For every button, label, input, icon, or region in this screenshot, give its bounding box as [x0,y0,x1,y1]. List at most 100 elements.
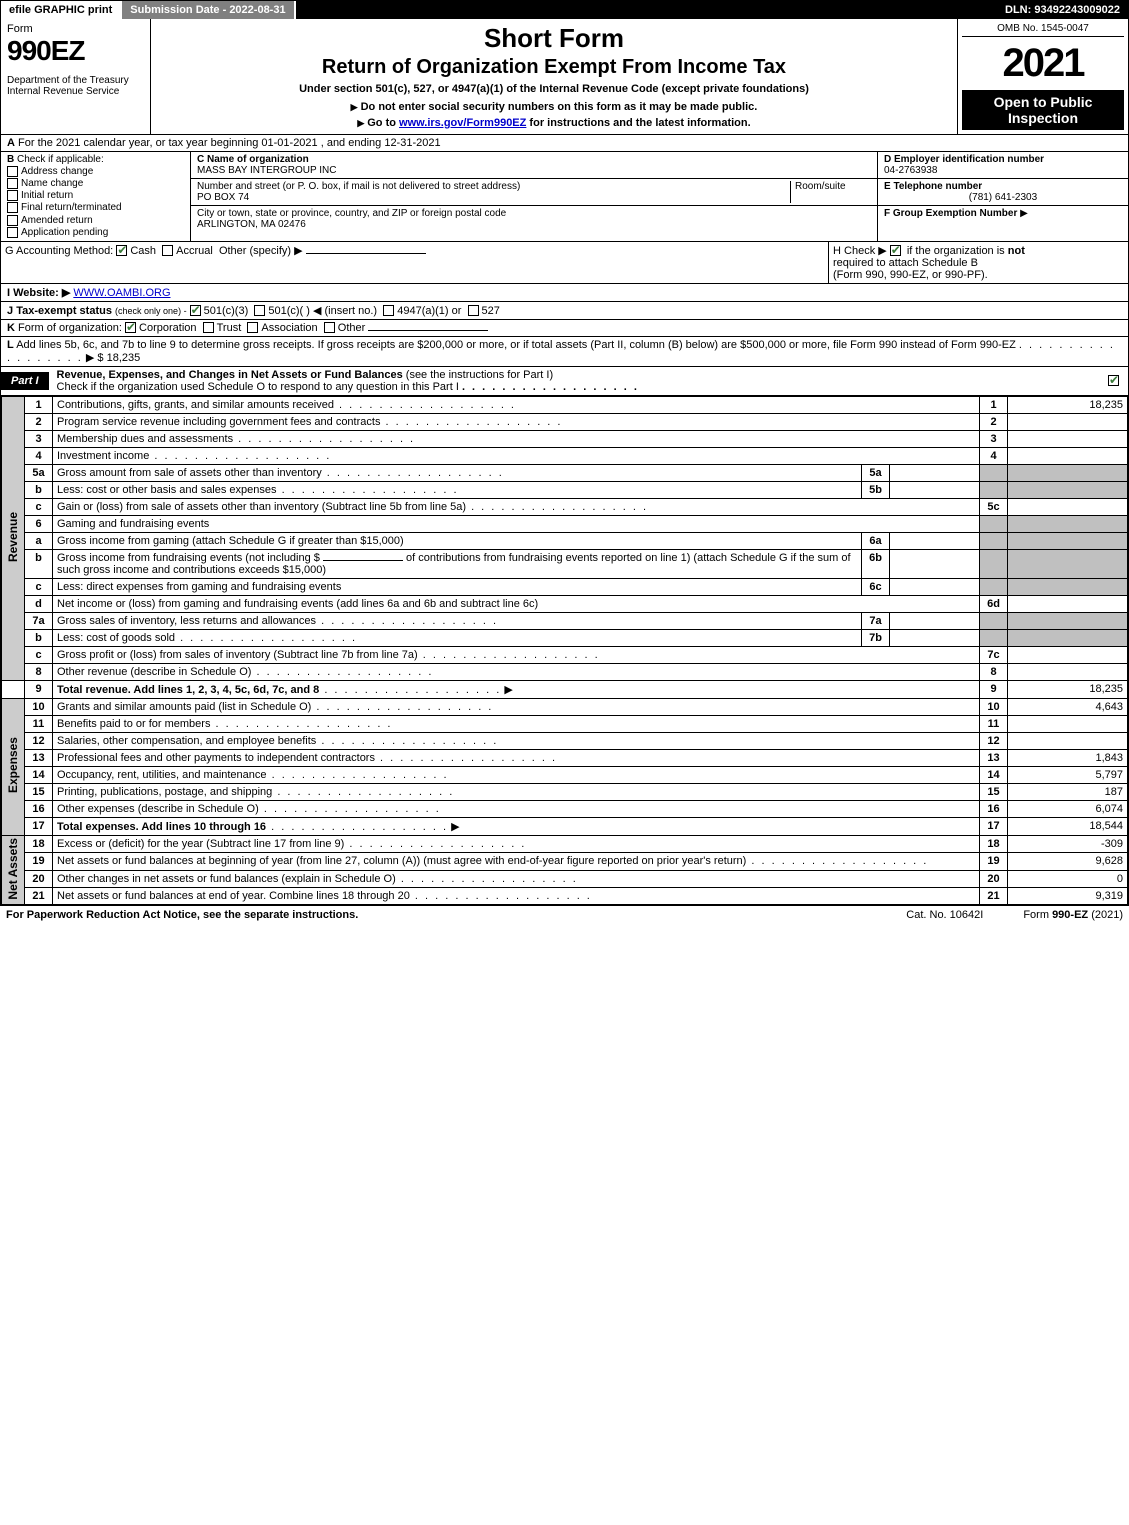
line-6a-inset-col: 6a [862,532,890,549]
goto-pre: Go to [357,117,399,129]
line-3-amt [1008,430,1128,447]
row-10: Expenses 10 Grants and similar amounts p… [2,698,1128,715]
part1-title-text: Revenue, Expenses, and Changes in Net As… [57,369,403,381]
line-6d-amt [1008,595,1128,612]
org-street: PO BOX 74 [197,192,249,203]
irs-link[interactable]: www.irs.gov/Form990EZ [399,117,526,129]
lines-table: Revenue 1 Contributions, gifts, grants, … [1,396,1128,906]
line-8-num: 8 [25,663,53,680]
section-i: I Website: ▶ WWW.OAMBI.ORG [1,284,1128,302]
line-19-amt: 9,628 [1008,853,1128,870]
line-20-amt: 0 [1008,870,1128,887]
section-d-label: D Employer identification number [884,154,1044,165]
chk-4947[interactable] [383,305,394,316]
chk-cash[interactable] [116,245,127,256]
form-container: efile GRAPHIC print Submission Date - 20… [0,0,1129,906]
line-4-amt [1008,447,1128,464]
line-5b-inset-col: 5b [862,481,890,498]
line-2-num: 2 [25,413,53,430]
row-13: 13 Professional fees and other payments … [2,749,1128,766]
section-i-label: Website: ▶ [13,287,70,299]
website-link[interactable]: WWW.OAMBI.ORG [73,287,170,299]
line-7a-col-shaded [980,612,1008,629]
form-number: 990EZ [7,35,144,67]
chk-amended-return[interactable]: Amended return [7,215,184,226]
chk-trust-label: Trust [217,322,242,334]
section-l: L Add lines 5b, 6c, and 7b to line 9 to … [1,337,1128,367]
line-5a-amt-shaded [1008,464,1128,481]
line-11-desc: Benefits paid to or for members [53,715,980,732]
line-11-amt [1008,715,1128,732]
chk-501c3[interactable] [190,305,201,316]
chk-initial-return[interactable]: Initial return [7,190,184,201]
section-j-label: Tax-exempt status [16,305,112,317]
dept-irs: Internal Revenue Service [7,86,144,97]
chk-address-change[interactable]: Address change [7,166,184,177]
section-j-sub: (check only one) - [115,306,187,316]
line-12-col: 12 [980,732,1008,749]
section-l-arrow: ▶ $ [86,352,104,364]
line-5b-desc: Less: cost or other basis and sales expe… [53,481,862,498]
header-center: Short Form Return of Organization Exempt… [151,19,958,134]
chk-schedule-o-part1[interactable] [1108,375,1119,386]
dept-treasury: Department of the Treasury [7,75,144,86]
line-15-num: 15 [25,783,53,800]
ein-value: 04-2763938 [884,165,937,176]
efile-print-tab[interactable]: efile GRAPHIC print [1,1,122,19]
line-6b-input[interactable] [323,560,403,561]
line-6d-col: 6d [980,595,1008,612]
chk-trust[interactable] [203,322,214,333]
section-b-text: Check if applicable: [17,154,104,165]
chk-501c[interactable] [254,305,265,316]
line-9-num: 9 [25,680,53,698]
chk-accrual[interactable] [162,245,173,256]
line-6b-col-shaded [980,549,1008,578]
line-7a-num: 7a [25,612,53,629]
other-org-input[interactable] [368,330,488,331]
telephone-value: (781) 641-2303 [884,192,1122,203]
row-20: 20 Other changes in net assets or fund b… [2,870,1128,887]
line-17-col: 17 [980,817,1008,835]
other-specify-input[interactable] [306,253,426,254]
chk-final-return[interactable]: Final return/terminated [7,202,184,213]
room-suite-label: Room/suite [791,181,871,203]
section-f-label: F Group Exemption Number [884,208,1017,219]
chk-application-pending[interactable]: Application pending [7,227,184,238]
chk-association[interactable] [247,322,258,333]
chk-name-change[interactable]: Name change [7,178,184,189]
line-6d-desc: Net income or (loss) from gaming and fun… [53,595,980,612]
chk-527[interactable] [468,305,479,316]
line-7c-amt [1008,646,1128,663]
line-7c-desc: Gross profit or (loss) from sales of inv… [53,646,980,663]
chk-schedule-b[interactable] [890,245,901,256]
row-21: 21 Net assets or fund balances at end of… [2,888,1128,905]
row-5c: c Gain or (loss) from sale of assets oth… [2,498,1128,515]
section-h-text4: (Form 990, 990-EZ, or 990-PF). [833,269,988,281]
row-3: 3 Membership dues and assessments 3 [2,430,1128,447]
section-g: G Accounting Method: Cash Accrual Other … [1,242,828,283]
part1-title-sub: (see the instructions for Part I) [406,369,553,381]
line-19-num: 19 [25,853,53,870]
section-i-lead: I [7,287,10,299]
line-5a-desc: Gross amount from sale of assets other t… [53,464,862,481]
row-6d: d Net income or (loss) from gaming and f… [2,595,1128,612]
row-6c: c Less: direct expenses from gaming and … [2,578,1128,595]
section-k-lead: K [7,322,15,334]
line-17-amt: 18,544 [1008,817,1128,835]
line-5a-inset-amt [890,464,980,481]
line-6c-amt-shaded [1008,578,1128,595]
line-3-desc: Membership dues and assessments [53,430,980,447]
row-1: Revenue 1 Contributions, gifts, grants, … [2,396,1128,413]
chk-4947-label: 4947(a)(1) or [397,305,461,317]
dln-label: DLN: 93492243009022 [997,1,1128,19]
line-21-num: 21 [25,888,53,905]
row-11: 11 Benefits paid to or for members 11 [2,715,1128,732]
street-label: Number and street (or P. O. box, if mail… [197,181,520,192]
chk-other-org[interactable] [324,322,335,333]
line-8-col: 8 [980,663,1008,680]
line-7a-inset-col: 7a [862,612,890,629]
chk-corporation[interactable] [125,322,136,333]
section-j: J Tax-exempt status (check only one) - 5… [1,302,1128,320]
section-b-lead: B [7,154,14,165]
sections-bcdef: B Check if applicable: Address change Na… [1,152,1128,242]
